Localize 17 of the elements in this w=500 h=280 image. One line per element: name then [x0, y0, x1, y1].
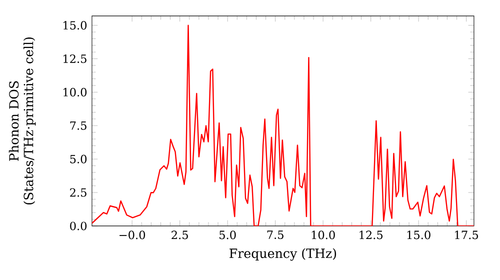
- x-tick-label: −0.0: [120, 230, 146, 240]
- y-tick-label: 2.5: [70, 188, 86, 197]
- x-tick-label: 17.5: [455, 230, 478, 240]
- y-tick-label: 10.0: [64, 88, 87, 96]
- x-tick-label: 2.5: [172, 230, 188, 240]
- x-tick-label: 10.0: [312, 230, 335, 240]
- x-tick-label: 12.5: [360, 230, 383, 240]
- y-axis-title: Phonon DOS (States/THz·primitive cell): [8, 38, 36, 204]
- y-tick-label: 15.0: [64, 21, 87, 30]
- x-axis-title: Frequency (THz): [230, 248, 336, 261]
- x-tick-label: 7.5: [267, 230, 284, 240]
- y-tick-label: 0.0: [70, 222, 87, 230]
- y-tick-label: 7.5: [70, 121, 86, 130]
- y-tick-label: 12.5: [64, 54, 86, 64]
- x-tick-label: 5.0: [220, 230, 236, 240]
- x-tick-label: 15.0: [407, 230, 430, 240]
- y-tick-label: 5.0: [70, 154, 87, 164]
